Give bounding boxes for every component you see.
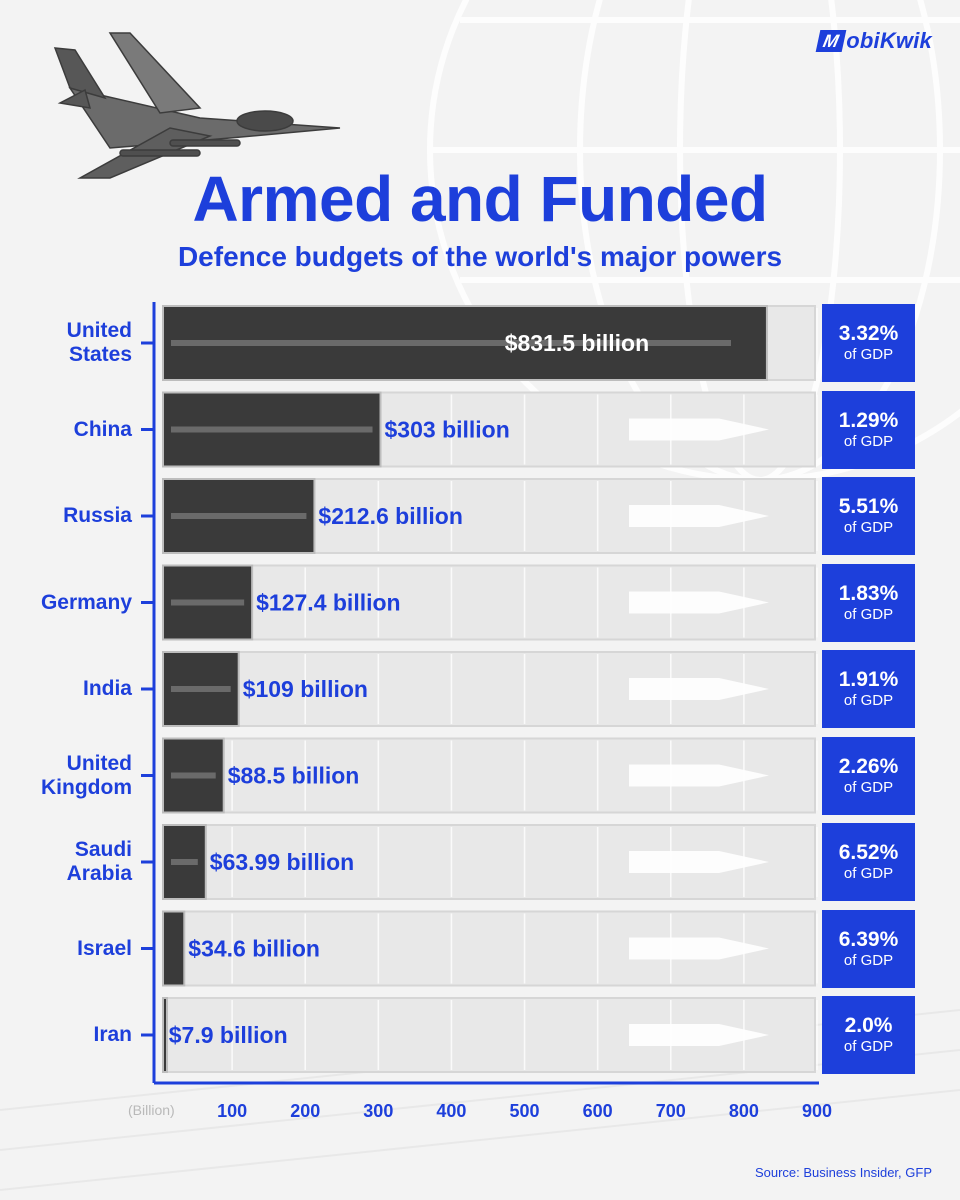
gdp-suffix: of GDP	[843, 1038, 894, 1055]
page-title: Armed and Funded	[192, 163, 768, 235]
value-label: $34.6 billion	[188, 936, 320, 962]
bar-stripe	[171, 859, 198, 865]
country-label: United Kingdom	[2, 752, 132, 800]
source-note: Source: Business Insider, GFP	[754, 1165, 932, 1180]
x-tick-label: 800	[729, 1101, 759, 1121]
x-tick-label: 400	[436, 1101, 466, 1121]
value-label: $212.6 billion	[318, 503, 462, 529]
gdp-box: 1.91% of GDP	[822, 650, 915, 728]
country-label: China	[2, 418, 132, 442]
country-label: Russia	[2, 504, 132, 528]
value-label: $303 billion	[385, 417, 510, 443]
value-label: $831.5 billion	[505, 330, 649, 356]
gdp-box: 1.83% of GDP	[822, 563, 915, 642]
missile-silhouette	[629, 1024, 769, 1046]
gdp-box: 2.26% of GDP	[822, 736, 915, 815]
country-label-line: Israel	[77, 936, 132, 960]
country-label-line: Germany	[40, 590, 132, 614]
bar-stripe	[171, 772, 216, 779]
bar-stripe	[171, 599, 245, 606]
bar-stripe	[171, 426, 373, 433]
country-label-line: India	[82, 677, 132, 700]
country-label: India	[2, 677, 132, 701]
gdp-box: 5.51% of GDP	[822, 477, 915, 555]
country-label-line: Kingdom	[41, 775, 132, 799]
fighter-jet-icon	[53, 32, 341, 179]
x-tick-label: 600	[583, 1101, 613, 1121]
gdp-percent: 6.39%	[838, 927, 899, 951]
x-axis-label: (Billion)	[128, 1102, 175, 1118]
gdp-box: 1.29% of GDP	[822, 390, 915, 469]
gdp-percent: 2.26%	[838, 754, 899, 778]
country-label-line: United	[66, 319, 132, 342]
missile-silhouette	[629, 591, 769, 614]
bar-israel	[162, 910, 186, 987]
country-label-line: States	[68, 343, 132, 366]
x-tick-label: 200	[290, 1101, 320, 1121]
country-label-line: Arabia	[66, 862, 132, 885]
gdp-box: 6.52% of GDP	[822, 823, 915, 901]
gdp-suffix: of GDP	[843, 865, 894, 882]
value-label: $7.9 billion	[169, 1022, 288, 1048]
country-label: United States	[2, 319, 132, 367]
country-label-line: United	[66, 751, 132, 775]
country-label-line: Russia	[63, 504, 132, 527]
gdp-box: 6.39% of GDP	[822, 909, 915, 988]
missile-silhouette	[629, 764, 769, 787]
bar-stripe	[171, 686, 231, 692]
bar-stripe	[171, 513, 307, 519]
gdp-percent: 5.51%	[838, 495, 899, 518]
country-label: Germany	[2, 591, 132, 615]
bar-iran	[162, 997, 168, 1073]
value-label: $127.4 billion	[256, 590, 400, 616]
country-label: Iran	[2, 1023, 132, 1047]
x-tick-label: 500	[510, 1101, 540, 1121]
missile-silhouette	[629, 505, 769, 527]
gdp-percent: 1.83%	[838, 581, 899, 605]
missile-silhouette	[629, 937, 769, 960]
x-tick-label: 900	[802, 1101, 832, 1121]
gdp-suffix: of GDP	[843, 432, 894, 450]
gdp-suffix: of GDP	[843, 605, 894, 623]
gdp-suffix: of GDP	[843, 951, 894, 969]
value-label: $63.99 billion	[210, 849, 354, 875]
missile-silhouette	[629, 418, 769, 441]
gdp-percent: 2.0%	[844, 1014, 893, 1037]
country-label-line: Iran	[93, 1023, 132, 1046]
missile-silhouette	[629, 678, 769, 700]
gdp-suffix: of GDP	[843, 692, 894, 709]
x-tick-label: 300	[363, 1101, 393, 1121]
country-label-line: China	[73, 417, 132, 441]
gdp-suffix: of GDP	[843, 346, 894, 363]
gdp-suffix: of GDP	[843, 519, 894, 536]
country-label: Saudi Arabia	[2, 838, 132, 886]
gdp-box: 3.32% of GDP	[822, 304, 915, 382]
brand-logo-text: obiKwik	[846, 28, 932, 53]
country-label-line: Saudi	[74, 838, 132, 861]
gdp-box: 2.0% of GDP	[822, 996, 915, 1074]
gdp-percent: 1.29%	[838, 408, 899, 432]
value-label: $109 billion	[243, 676, 368, 702]
page-subtitle: Defence budgets of the world's major pow…	[177, 241, 783, 272]
x-tick-label: 700	[656, 1101, 686, 1121]
gdp-percent: 1.91%	[838, 668, 899, 691]
country-label: Israel	[2, 937, 132, 961]
brand-logo: M obiKwik	[815, 28, 932, 54]
gdp-percent: 6.52%	[838, 841, 899, 864]
gdp-percent: 3.32%	[838, 322, 899, 345]
gdp-suffix: of GDP	[843, 778, 894, 796]
bar-stripe	[171, 340, 731, 346]
x-tick-label: 100	[217, 1101, 247, 1121]
value-label: $88.5 billion	[228, 763, 360, 789]
missile-silhouette	[629, 851, 769, 873]
